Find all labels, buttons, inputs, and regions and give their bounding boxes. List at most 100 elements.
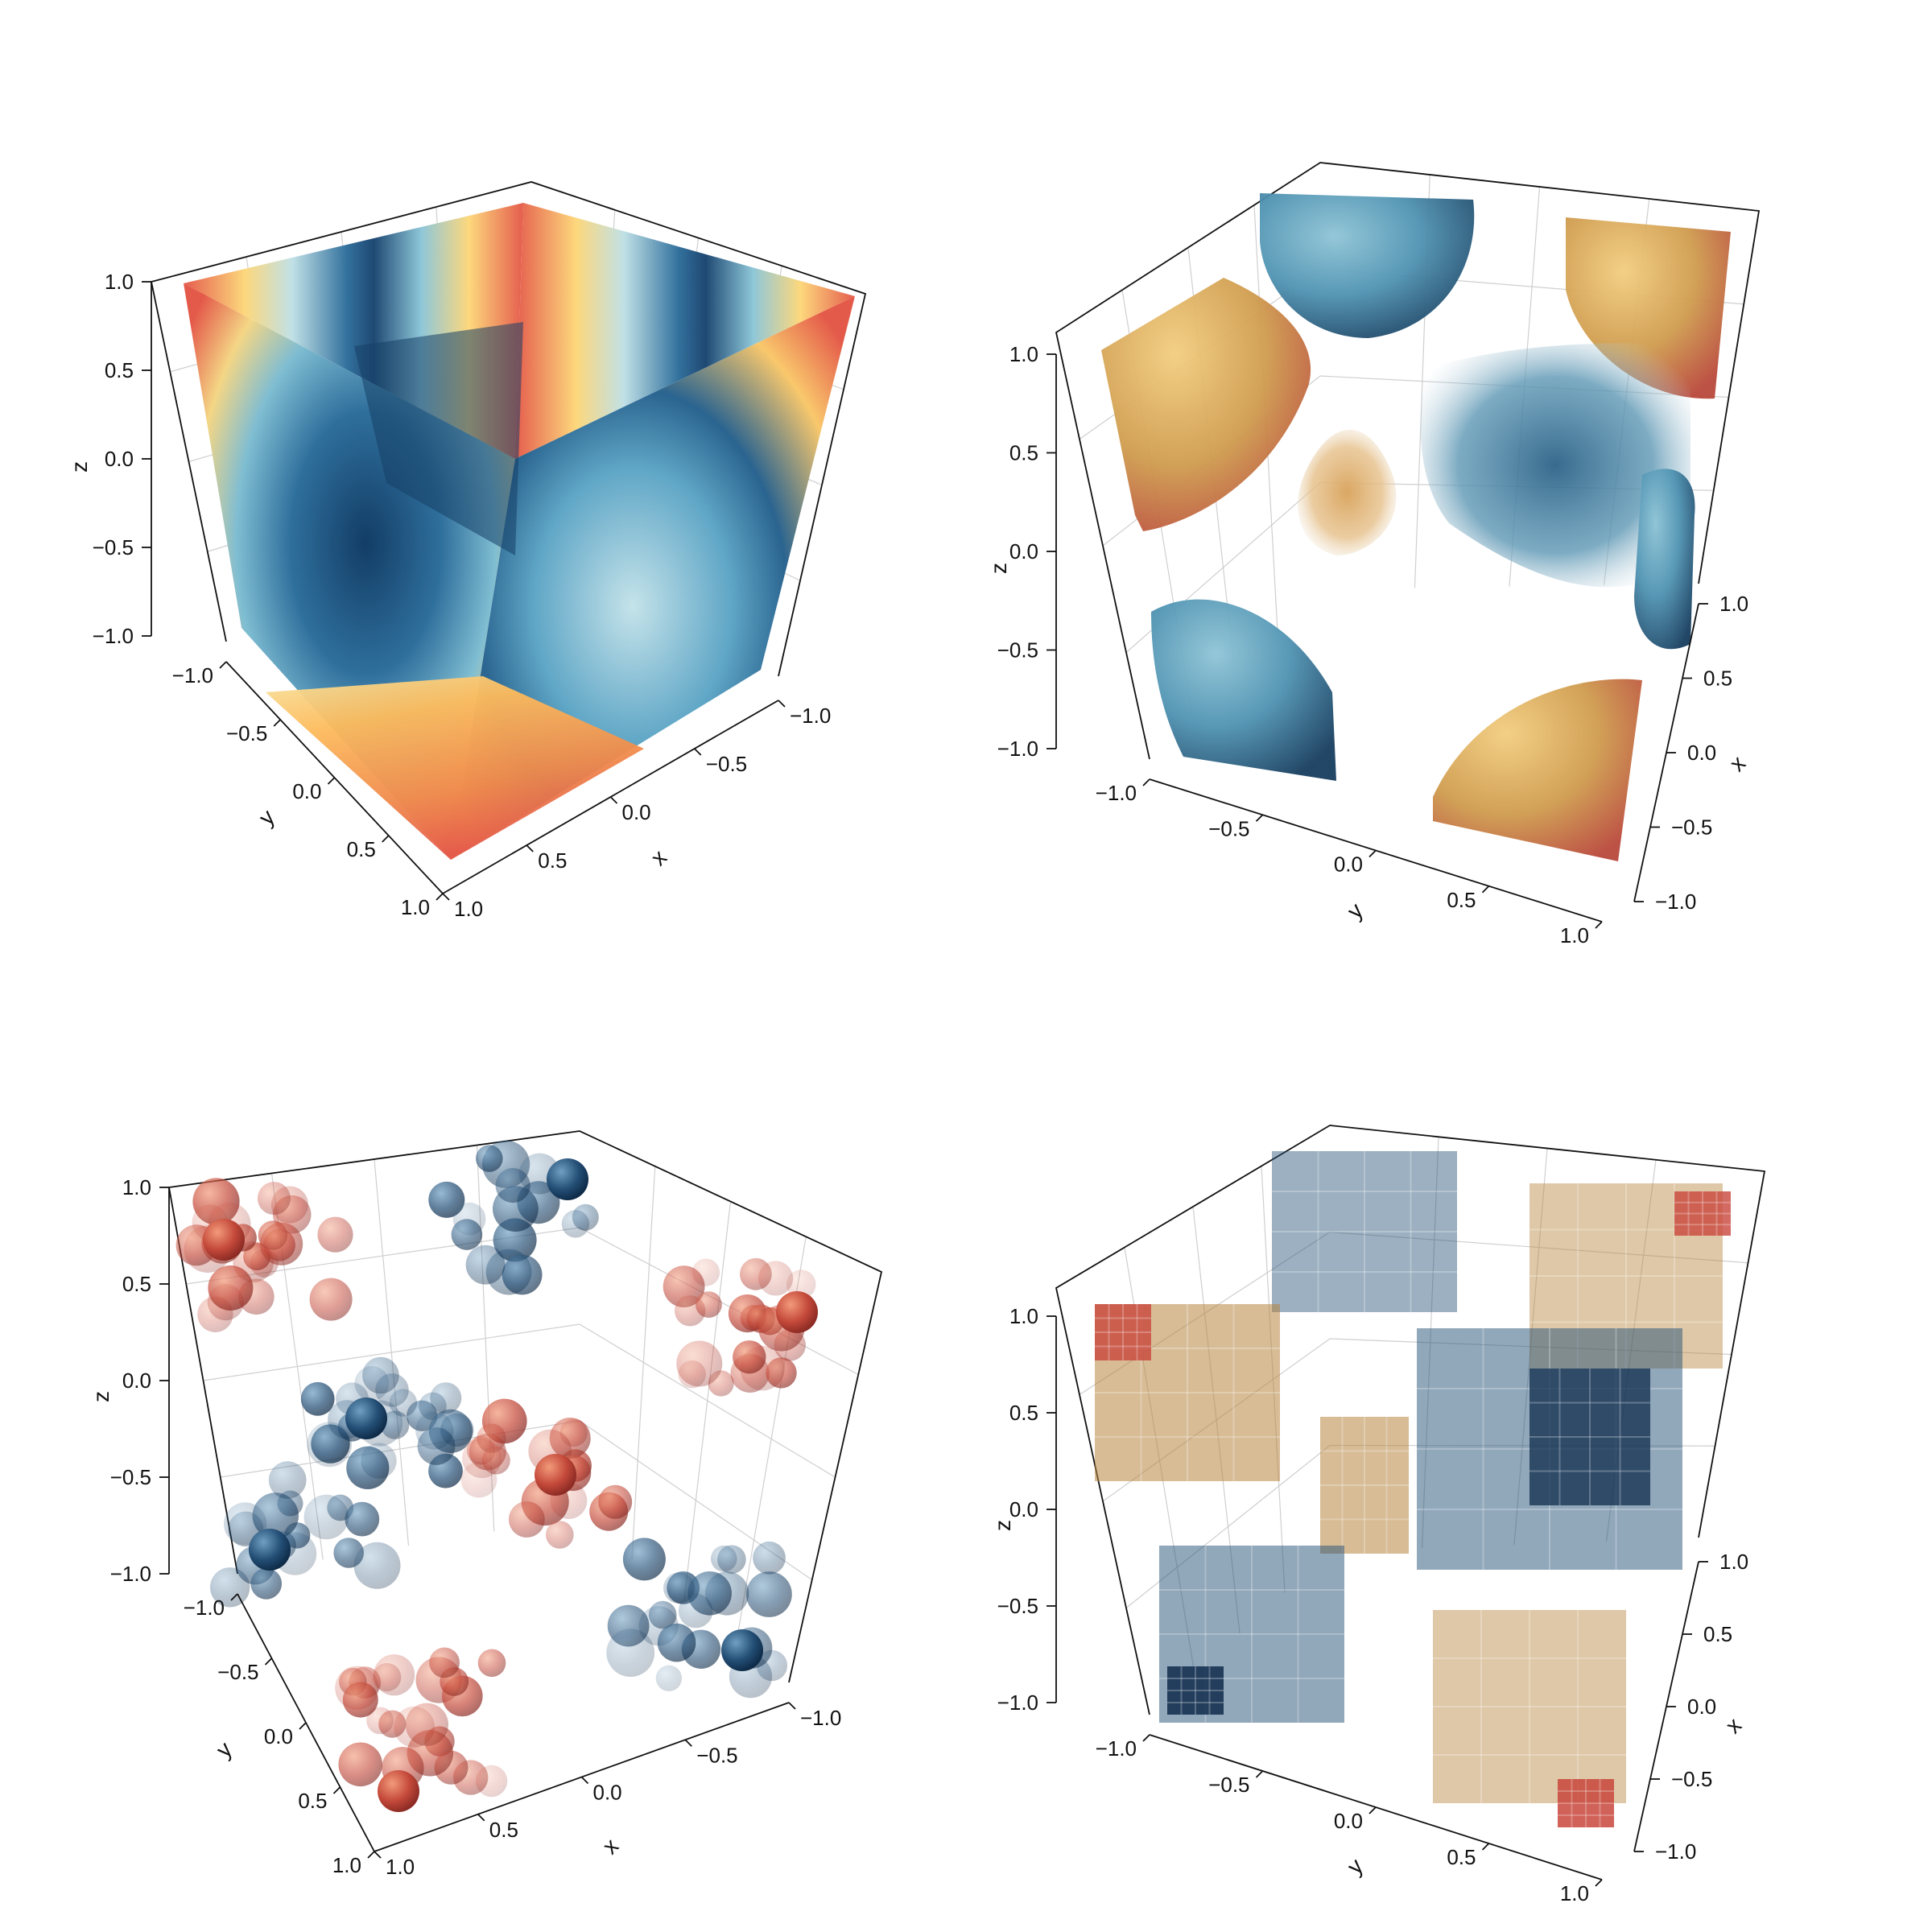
panel-2-y-tick-label: 0.0	[1334, 852, 1363, 877]
panel-3-x-tick	[477, 1814, 485, 1822]
panel-1-z-tick-label: 0.5	[105, 358, 134, 382]
panel-3-sphere	[678, 1593, 713, 1629]
panel-3-sphere	[476, 1145, 503, 1172]
panel-2-x-tick-label: −1.0	[1655, 890, 1696, 914]
panel-1-y-tick	[273, 719, 281, 727]
panel-3-sphere	[648, 1600, 677, 1629]
panel-3-y-tick-label: 0.0	[264, 1724, 293, 1748]
panel-3-sphere	[362, 1356, 399, 1394]
panel-1-x-tick	[609, 796, 618, 804]
panel-4-y-tick-label: 0.5	[1447, 1845, 1476, 1869]
panel-3-spheres	[167, 1130, 883, 1812]
panel-3-sphere	[657, 1623, 696, 1662]
panel-4-z-axis-label: z	[990, 1520, 1015, 1531]
panel-3-z-tick-label: 0.0	[122, 1368, 151, 1393]
panel-3-sphere	[257, 1182, 291, 1216]
panel-2-z-tick-label: 1.0	[1009, 342, 1038, 366]
panel-1-x-tick	[526, 844, 534, 852]
panel-1-x-tick-label: −1.0	[790, 704, 831, 728]
panel-1-y-tick	[382, 835, 390, 843]
panel-4-negative-core-center	[1530, 1368, 1650, 1505]
panel-4-negative-block-top-back	[1272, 1151, 1457, 1312]
panel-4-z-tick-label: 1.0	[1009, 1304, 1038, 1328]
panel-3-sphere	[208, 1265, 254, 1311]
panel-3-sphere	[268, 1461, 307, 1499]
panel-4-voxels	[1055, 1125, 1766, 1827]
panel-2-y-tick	[1481, 886, 1490, 894]
panel-4-y-tick	[1481, 1843, 1490, 1851]
panel-3-y-tick-label: 1.0	[332, 1853, 361, 1877]
panel-2-x-tick-label: −0.5	[1671, 815, 1712, 840]
panel-3-sphere	[345, 1501, 380, 1537]
panel-1-x-tick	[694, 748, 702, 756]
panel-3-sphere	[300, 1381, 335, 1416]
panel-3-sphere	[477, 1423, 506, 1453]
panel-3-extreme-sphere	[721, 1629, 763, 1671]
panel-4-positive-block-bottom-right	[1433, 1610, 1626, 1803]
panel-3-sphere	[250, 1567, 283, 1600]
panel-2-negative-lobe-top-back	[1260, 193, 1475, 338]
panel-1-core-minimum	[354, 322, 523, 555]
panel-3-sphere	[502, 1254, 543, 1295]
panel-3-sphere	[546, 1521, 574, 1549]
panel-2-x-tick-label: 0.5	[1703, 667, 1732, 691]
panel-3-sphere	[373, 1662, 402, 1692]
panel-4-negative-corner-bottom-left	[1167, 1666, 1224, 1715]
panel-3-sphere	[451, 1219, 483, 1250]
panel-3-z-tick-label: 1.0	[122, 1175, 151, 1199]
panel-3-sphere	[663, 1572, 695, 1604]
panel-4-positive-corner-bottom-right	[1558, 1779, 1614, 1827]
panel-3-z-tick-label: −1.0	[110, 1562, 151, 1586]
panel-3-sphere	[655, 1665, 683, 1691]
panel-3-y-axis-label: y	[211, 1736, 237, 1762]
panel-2-y-tick-label: −1.0	[1096, 781, 1137, 805]
panel-3-sphere	[561, 1210, 590, 1238]
panel-3-sphere	[477, 1649, 506, 1678]
panel-1-slice-bottom	[266, 676, 644, 860]
panel-4-x-tick-label: 0.0	[1687, 1695, 1716, 1719]
panel-3-sphere	[338, 1742, 383, 1787]
panel-2-z-tick-label: −0.5	[997, 638, 1038, 663]
panel-3-sphere	[389, 1389, 418, 1417]
panel-3-sphere	[495, 1168, 530, 1203]
panel-4-y-tick-label: 0.0	[1334, 1809, 1363, 1833]
panel-3-y-tick	[230, 1593, 238, 1601]
panel-3-sphere	[598, 1484, 633, 1519]
panel-3-extreme-sphere	[203, 1219, 245, 1261]
panel-4-y-tick-label: 1.0	[1560, 1881, 1589, 1905]
panel-4-x-tick-label: −0.5	[1671, 1767, 1712, 1791]
panel-4-z-tick-label: 0.0	[1009, 1497, 1038, 1521]
panel-4-z-tick-label: −1.0	[997, 1690, 1038, 1715]
panel-4-positive-block-center	[1320, 1417, 1409, 1554]
panel-2-y-tick-label: −0.5	[1208, 816, 1249, 840]
panel-1-z-tick-label: 1.0	[105, 270, 134, 294]
panel-3-extreme-sphere	[345, 1397, 387, 1439]
panel-1-x-tick-label: 0.5	[538, 848, 567, 873]
panel-2-y-tick	[1595, 921, 1603, 929]
panel-3-sphere	[622, 1538, 666, 1581]
panel-3-sphere	[309, 1278, 353, 1321]
panel-4-z-tick-label: −0.5	[997, 1594, 1038, 1618]
panel-1-z-tick-label: −1.0	[93, 624, 134, 648]
panel-1-x-tick	[778, 700, 786, 708]
panel-2-z-tick-label: 0.0	[1009, 539, 1038, 564]
panel-3-extreme-sphere	[547, 1158, 588, 1200]
panel-4-x-tick-label: 1.0	[1719, 1550, 1748, 1574]
panel-3-sphere	[475, 1765, 508, 1798]
panel-3-sphere	[717, 1545, 746, 1574]
panel-2-positive-lobe-bottom-right	[1433, 679, 1642, 861]
panel-3-sphere	[361, 1443, 397, 1479]
panel-1-z-tick-label: −0.5	[93, 535, 134, 559]
panel-1-axes: −1.0 −0.5 0.0 0.5 1.0 z −1.0 −0.5 0.0 0.5 1.0 y 1.0 0…	[67, 270, 831, 921]
panel-3-sphere	[405, 1703, 448, 1746]
panel-3-sphere	[509, 1501, 545, 1538]
panel-3-extreme-sphere	[535, 1454, 576, 1496]
panel-4-positive-corner-top-left	[1095, 1304, 1151, 1360]
panel-3-sphere	[753, 1541, 786, 1575]
panel-2-x-axis-label: x	[1724, 750, 1750, 776]
panel-3-x-tick	[374, 1851, 382, 1859]
panel-1-x-tick	[442, 893, 450, 901]
panel-3-sphere	[353, 1542, 401, 1589]
panel-1-x-tick-label: 1.0	[454, 897, 483, 921]
panel-3-sphere	[430, 1382, 462, 1414]
